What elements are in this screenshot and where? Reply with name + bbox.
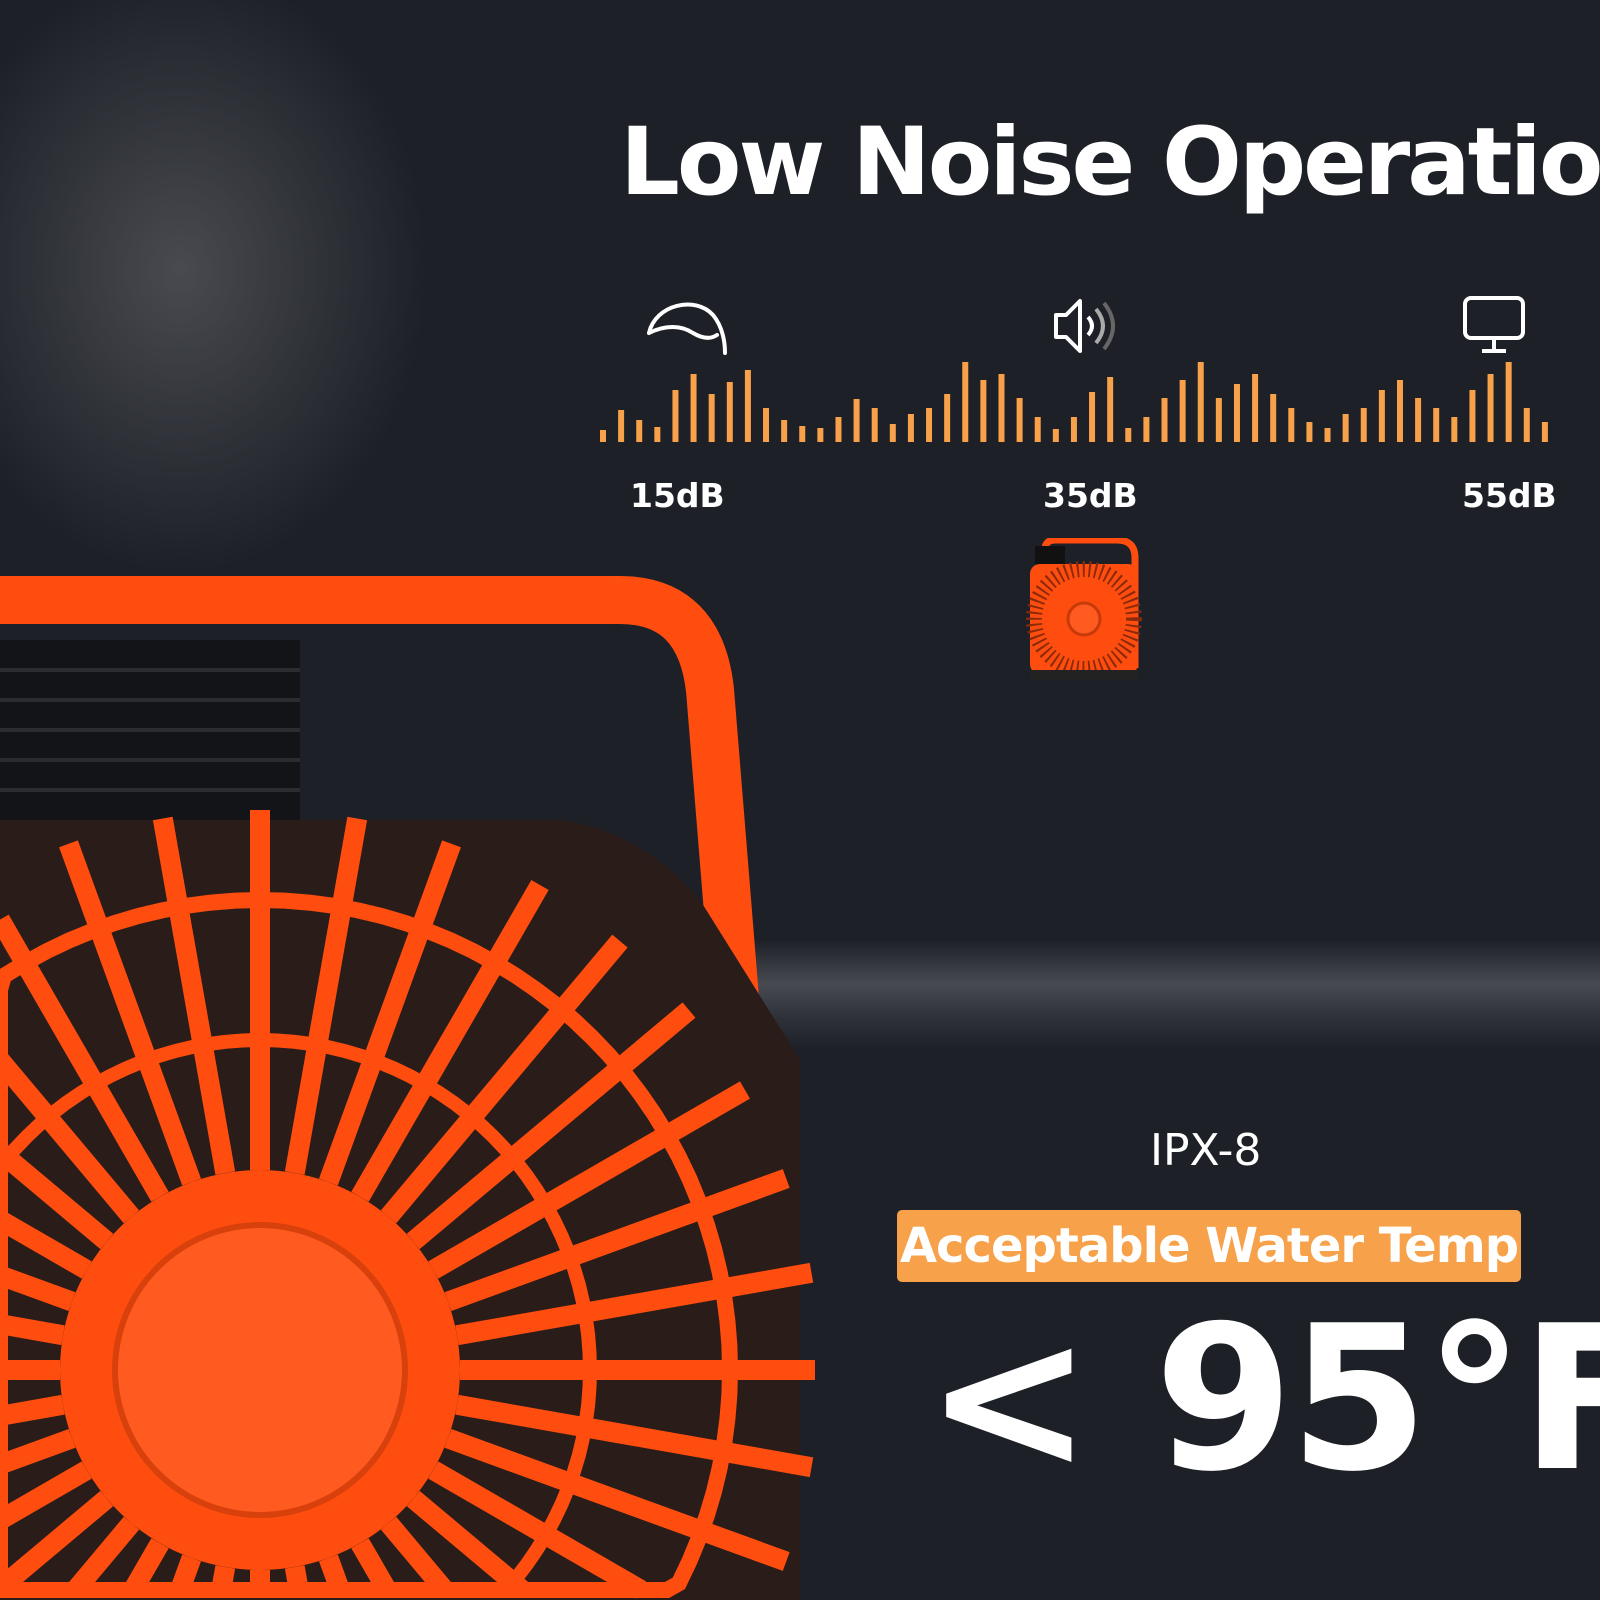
pump-grille-spoke [152, 816, 236, 1175]
noise-bar [907, 414, 914, 442]
pump-grille-spoke [0, 1265, 76, 1311]
noise-bar [1107, 377, 1114, 442]
noise-bar [998, 374, 1005, 442]
noise-bar [817, 428, 824, 442]
noise-bar [835, 417, 842, 442]
noise-bar [1396, 380, 1403, 442]
pump-grille-spoke [406, 1490, 529, 1598]
pump-grille-outer-ring [0, 891, 738, 1598]
noise-bar [1270, 394, 1277, 442]
noise-bar [1215, 398, 1222, 442]
noise-bar [781, 420, 788, 442]
noise-bar [1016, 398, 1023, 442]
pump-grille-inner-ring [0, 1032, 597, 1597]
speaker-icon [1054, 299, 1115, 353]
pump-grille-spoke [380, 934, 628, 1224]
noise-bar [1415, 398, 1422, 442]
noise-bar [763, 408, 770, 442]
pump-grille-spoke [428, 1081, 750, 1279]
noise-bar [1469, 390, 1476, 442]
noise-bar [1161, 398, 1168, 442]
level-label-low: 15dB [630, 476, 725, 515]
pump-grille-spoke [0, 1314, 65, 1346]
noise-bar [618, 410, 625, 442]
noise-bar [853, 399, 860, 442]
noise-bar [871, 408, 878, 442]
leaf-icon [647, 302, 727, 355]
noise-bar [1306, 422, 1313, 442]
pump-grille-spoke [455, 1262, 814, 1346]
pump-grille-spoke [406, 1002, 696, 1250]
waterproof-rating: IPX-8 [1150, 1125, 1262, 1176]
pump-grille-spoke [0, 1144, 114, 1250]
page-title: Low Noise Operation [620, 108, 1600, 217]
noise-bar [744, 370, 751, 442]
noise-bar [690, 374, 697, 442]
noise-bar [1324, 428, 1331, 442]
noise-bar [1052, 429, 1059, 442]
noise-bar [1252, 374, 1259, 442]
noise-bar [1288, 408, 1295, 442]
water-surface [700, 940, 1600, 1050]
noise-bar [926, 408, 933, 442]
noise-bar [672, 390, 679, 442]
noise-bar [1089, 392, 1096, 442]
pump-grille-spoke [380, 1516, 453, 1597]
pump-grille-spoke [0, 1211, 92, 1279]
pump-grille-spoke [0, 1461, 92, 1529]
pump-grille-spoke [319, 840, 461, 1186]
noise-bar [1070, 417, 1077, 442]
level-label-mid: 35dB [1043, 476, 1138, 515]
pump-hub-cap [112, 1222, 408, 1518]
noise-bar [1378, 390, 1385, 442]
noise-bar [1487, 374, 1494, 442]
max-water-temperature: < 95°F [925, 1283, 1600, 1516]
monitor-icon [1463, 296, 1525, 353]
pump-grille-spoke [67, 1516, 140, 1597]
noise-bar [1541, 422, 1548, 442]
noise-bar [1233, 384, 1240, 442]
noise-bar [654, 427, 661, 442]
pump-grille-spoke [59, 840, 201, 1186]
noise-bar [889, 424, 896, 442]
noise-bar [1143, 417, 1150, 442]
pump-thumbnail [1026, 538, 1142, 680]
pump-grille-spoke [0, 1053, 140, 1224]
pump-grille-spoke [284, 816, 368, 1175]
noise-bar [1342, 414, 1349, 442]
noise-bar [980, 380, 987, 442]
pump-grille-spoke [428, 1461, 647, 1599]
noise-bar [600, 430, 606, 442]
noise-bar [1197, 362, 1204, 442]
pump-grille-spoke [0, 1394, 65, 1426]
pump-grille-spoke [0, 1490, 114, 1596]
noise-bar [1360, 408, 1367, 442]
noise-level-bars [600, 362, 1548, 442]
noise-bar [944, 394, 951, 442]
noise-bar [1433, 408, 1440, 442]
noise-bar [636, 420, 643, 442]
noise-bar [726, 382, 733, 442]
noise-bar [1523, 408, 1530, 442]
noise-bar [1125, 428, 1132, 442]
pump-product-image [0, 576, 815, 1600]
noise-bar [1451, 417, 1458, 442]
noise-bar [1034, 417, 1041, 442]
noise-bar [708, 394, 715, 442]
pump-grille-spoke [455, 1394, 814, 1478]
noise-bar [1505, 362, 1512, 442]
level-label-high: 55dB [1462, 476, 1557, 515]
pump-grille-spoke [351, 880, 549, 1202]
pump-grille-spoke [0, 1429, 76, 1475]
noise-bar [962, 362, 969, 442]
water-temp-badge: Acceptable Water Temp [897, 1210, 1521, 1282]
noise-bar [1179, 380, 1186, 442]
noise-bar [799, 426, 806, 442]
pump-grille-spoke [444, 1429, 790, 1571]
bubbles-mist [0, 0, 450, 600]
pump-grille-spoke [444, 1169, 790, 1311]
